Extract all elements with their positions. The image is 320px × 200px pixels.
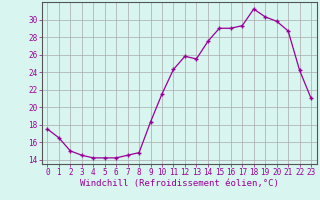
X-axis label: Windchill (Refroidissement éolien,°C): Windchill (Refroidissement éolien,°C) xyxy=(80,179,279,188)
